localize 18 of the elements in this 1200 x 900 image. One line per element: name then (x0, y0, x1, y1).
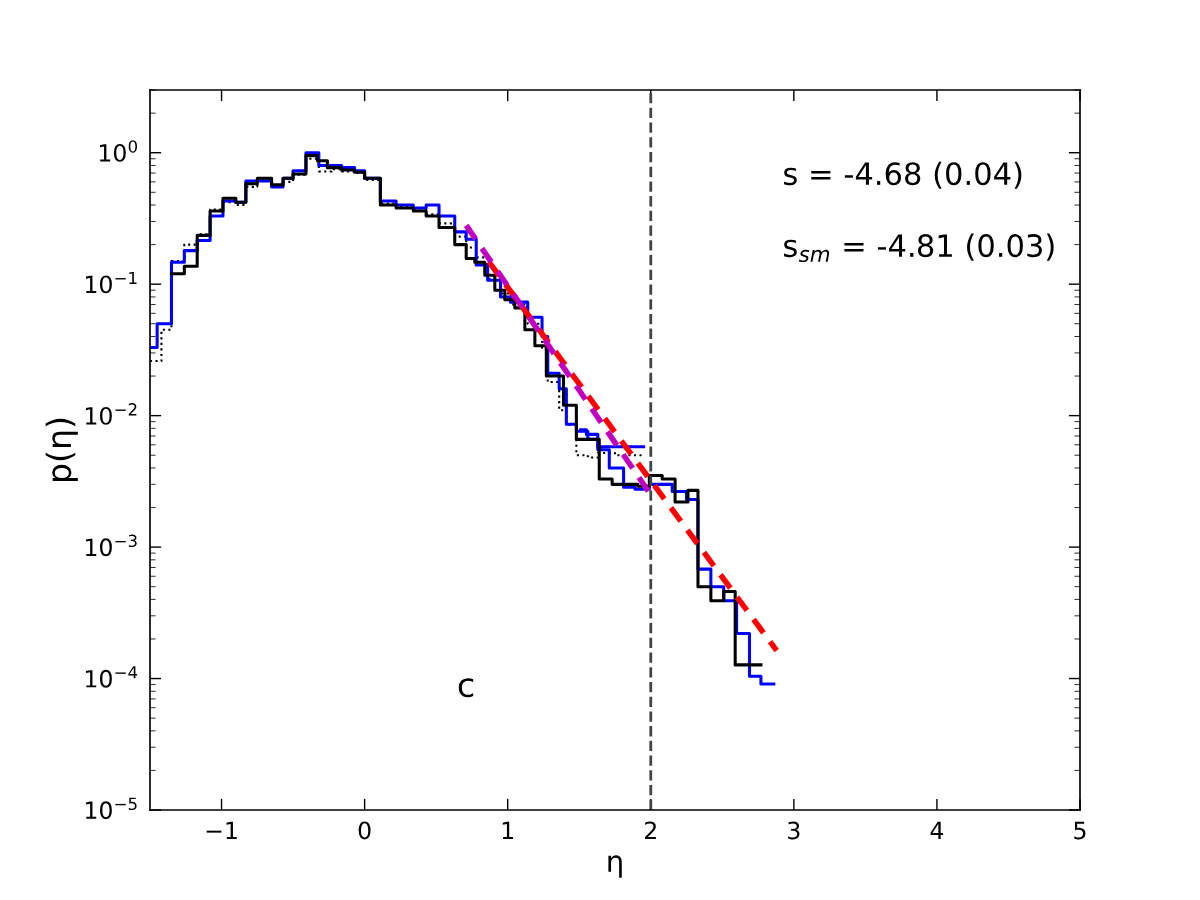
annotation: s$_{sm}$ = -4.81 (0.03) (784, 233, 1054, 263)
x-tick-label: 1 (502, 821, 514, 840)
y-axis-title: p(η) (45, 418, 78, 482)
x-tick-label: 2 (644, 821, 656, 840)
x-tick-label: 0 (358, 821, 371, 840)
x-tick-label: −1 (206, 821, 237, 840)
y-tick-label: 10$^{−1}$ (86, 271, 137, 294)
y-tick-label: 10$^{−5}$ (86, 797, 137, 820)
x-axis-title: η (608, 855, 622, 878)
x-tick-label: 3 (788, 821, 800, 840)
y-tick-label: 10$^{−4}$ (86, 666, 138, 688)
y-tick-label: 10$^{−2}$ (86, 403, 137, 425)
y-tick-label: 10$^{−3}$ (86, 534, 137, 557)
x-tick-label: 5 (1074, 821, 1086, 840)
x-tick-label: 4 (930, 821, 944, 840)
y-tick-label: 10$^{0}$ (99, 140, 138, 162)
annotation: c (458, 678, 474, 698)
annotation: s = -4.68 (0.04) (784, 161, 1022, 189)
